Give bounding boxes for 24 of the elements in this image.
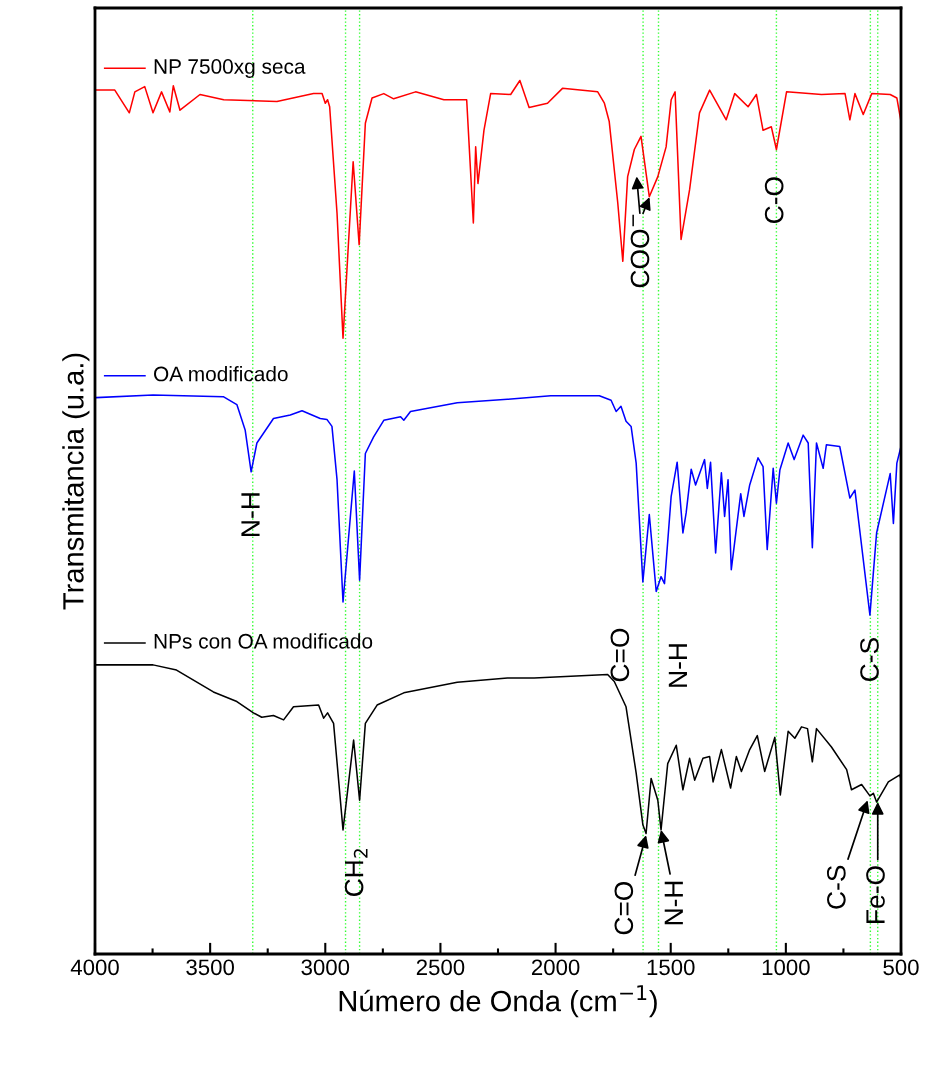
annotation: Fe-O <box>866 866 885 923</box>
annotation: N-H <box>664 881 683 925</box>
annotation: CH$_{2}$ <box>344 849 368 897</box>
x-axis-title: Número de Onda (cm$^{−1}$) <box>339 985 657 1018</box>
annotation: C=O <box>614 881 634 935</box>
annotation: COO$^{−}$ <box>630 214 650 288</box>
x-tick-label: 4000 <box>70 959 119 976</box>
x-tick-label: 1000 <box>762 959 810 976</box>
annotation: C-S <box>860 638 879 682</box>
legend-label: NPs con OA modificado <box>154 633 373 649</box>
annotation: C-S <box>827 865 846 909</box>
x-tick-label: 3500 <box>186 959 234 976</box>
x-tick-label: 1500 <box>647 959 695 976</box>
annotation: N-H <box>668 644 687 687</box>
x-tick-label: 2000 <box>531 959 580 976</box>
x-tick-label: 2500 <box>416 959 465 976</box>
annotation: C-O <box>764 177 784 224</box>
annotation: N-H <box>241 493 260 536</box>
x-tick-label: 500 <box>883 959 919 976</box>
legend-label: OA modificado <box>154 366 288 382</box>
y-axis-title: Transmitancia (u.a.) <box>62 353 90 610</box>
legend-label: NP 7500xg seca <box>154 59 306 78</box>
x-tick-label: 3000 <box>301 959 350 976</box>
annotation: C=O <box>610 628 630 682</box>
